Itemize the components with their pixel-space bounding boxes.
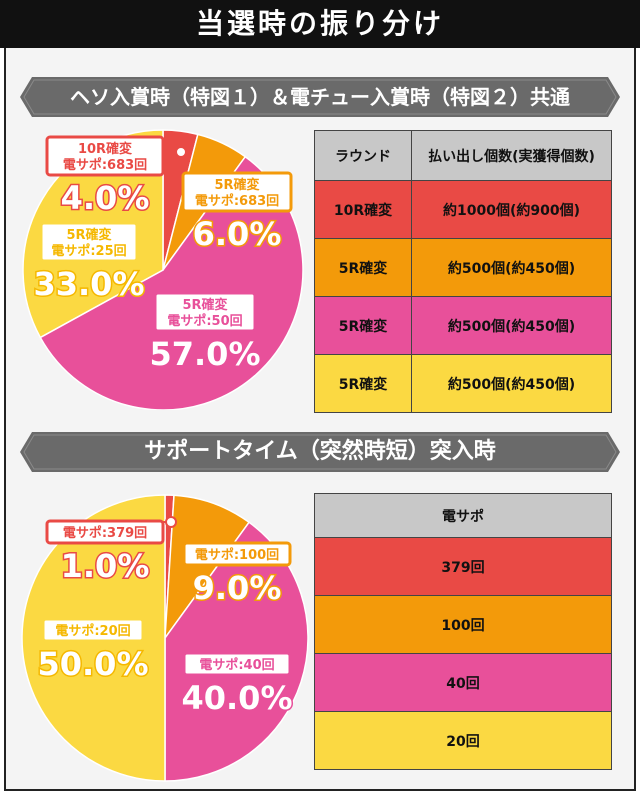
callout-dot <box>165 516 177 528</box>
label-box <box>41 617 145 643</box>
table-row: 20回 <box>314 711 612 770</box>
table-header-row: ラウンド 払い出し個数(実獲得個数) <box>314 130 612 181</box>
slice-label-line2: 電サポ:25回 <box>51 243 126 259</box>
section1-heading: ヘソ入賞時（特図１）＆電チュー入賞時（特図２）共通 <box>70 85 570 109</box>
callout-dot <box>175 146 187 158</box>
slice-percent: 6.0% <box>193 215 282 253</box>
round-cell: 10R確変 <box>314 180 412 239</box>
slice-label-line1: 10R確変 <box>78 141 132 157</box>
support-count-cell: 379回 <box>314 537 612 596</box>
label-box <box>45 135 165 177</box>
slice-percent: 40.0% <box>181 679 292 717</box>
slice-label-line1: 電サポ:40回 <box>199 657 274 673</box>
round-column-header: ラウンド <box>314 130 412 181</box>
payout-column-header: 払い出し個数(実獲得個数) <box>411 130 612 181</box>
slice-label-line1: 5R確変 <box>214 177 259 193</box>
slice-label: 電サポ:40回 40.0% <box>180 651 294 719</box>
slice-label: 電サポ:20回 50.0% <box>36 617 150 685</box>
payout-cell: 約500個(約450個) <box>411 296 612 355</box>
slice-percent: 9.0% <box>193 569 282 607</box>
title-bar: 当選時の振り分け <box>0 0 640 48</box>
support-column-header: 電サポ <box>314 493 612 538</box>
table-row: 100回 <box>314 595 612 654</box>
label-box <box>181 171 293 213</box>
label-box <box>153 291 257 333</box>
table-header-row: 電サポ <box>314 493 612 538</box>
slice-percent: 50.0% <box>37 645 148 683</box>
table-row: 10R確変 約1000個(約900個) <box>314 180 612 239</box>
table-row: 5R確変 約500個(約450個) <box>314 354 612 413</box>
slice-label-line1: 電サポ:379回 <box>63 525 147 541</box>
support-count-cell: 100回 <box>314 595 612 654</box>
label-box <box>45 519 165 545</box>
slice-label-line1: 電サポ:20回 <box>55 623 130 639</box>
slice-label-line2: 電サポ:683回 <box>63 157 147 173</box>
round-cell: 5R確変 <box>314 354 412 413</box>
slice-label: 電サポ:379回 1.0% <box>45 519 165 587</box>
table-row: 5R確変 約500個(約450個) <box>314 238 612 297</box>
slice-percent: 33.0% <box>33 265 144 303</box>
slice-label-line1: 5R確変 <box>66 227 111 243</box>
label-box <box>182 541 292 567</box>
payout-cell: 約500個(約450個) <box>411 354 612 413</box>
section2-heading-ribbon: サポートタイム（突然時短）突入時 <box>20 432 620 472</box>
payout-cell: 約1000個(約900個) <box>411 180 612 239</box>
section2-heading: サポートタイム（突然時短）突入時 <box>144 439 496 464</box>
pie-slice <box>164 494 251 641</box>
payout-cell: 約500個(約450個) <box>411 238 612 297</box>
round-cell: 5R確変 <box>314 238 412 297</box>
slice-label-line1: 5R確変 <box>182 297 227 313</box>
table-row: 5R確変 約500個(約450個) <box>314 296 612 355</box>
page-title: 当選時の振り分け <box>195 7 444 40</box>
slice-label-line1: 電サポ:100回 <box>195 547 279 563</box>
section1-heading-ribbon: ヘソ入賞時（特図１）＆電チュー入賞時（特図２）共通 <box>20 77 620 117</box>
slice-label-line2: 電サポ:683回 <box>195 193 279 209</box>
label-box <box>39 221 139 263</box>
support-count-cell: 20回 <box>314 711 612 770</box>
slice-label: 電サポ:100回 9.0% <box>182 541 292 609</box>
slice-percent: 4.0% <box>61 179 150 217</box>
label-box <box>182 651 292 677</box>
table-row: 379回 <box>314 537 612 596</box>
ribbon-shape <box>20 432 620 472</box>
support-count-cell: 40回 <box>314 653 612 712</box>
support-count-table: 電サポ 379回 100回 40回 20回 <box>314 493 612 770</box>
round-cell: 5R確変 <box>314 296 412 355</box>
ribbon-shape <box>20 77 620 117</box>
slice-percent: 57.0% <box>149 335 260 373</box>
slice-percent: 1.0% <box>61 547 150 585</box>
table-row: 40回 <box>314 653 612 712</box>
round-payout-table: ラウンド 払い出し個数(実獲得個数) 10R確変 約1000個(約900個) 5R確… <box>314 130 612 413</box>
slice-label-line2: 電サポ:50回 <box>167 313 242 329</box>
